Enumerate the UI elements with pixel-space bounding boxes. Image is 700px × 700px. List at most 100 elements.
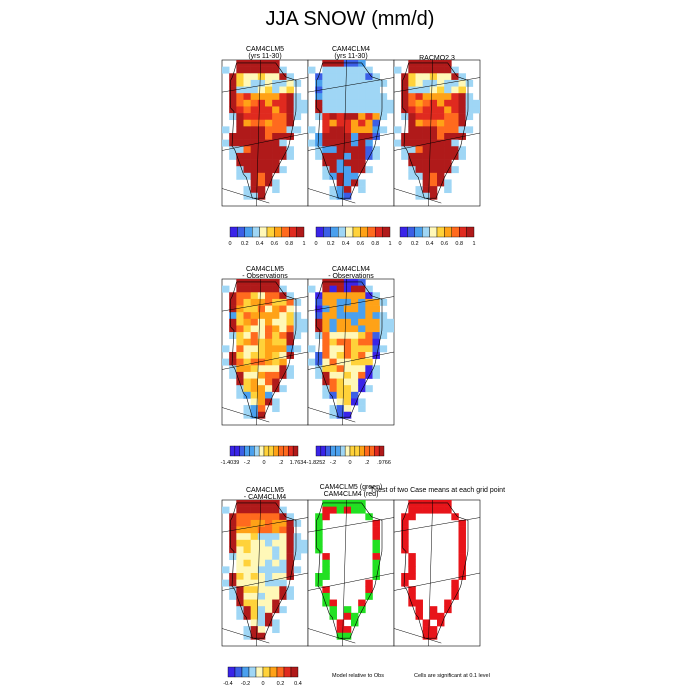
grid-cell	[229, 513, 237, 521]
grid-cell	[358, 86, 366, 94]
grid-cell	[358, 285, 366, 293]
grid-cell	[336, 146, 345, 154]
grid-cell	[265, 606, 273, 614]
grid-cell	[408, 159, 416, 167]
grid-cell	[372, 86, 380, 94]
grid-cell	[293, 113, 302, 121]
map-panel-p8	[393, 499, 481, 647]
grid-cell	[358, 99, 366, 107]
grid-cell	[372, 539, 380, 547]
grid-cell	[365, 99, 373, 107]
grid-cell	[250, 506, 259, 514]
grid-cell	[365, 133, 373, 140]
grid-cell	[236, 391, 244, 399]
colorbar-swatch	[273, 445, 279, 457]
grid-cell	[265, 166, 273, 174]
colorbar-swatch	[241, 666, 250, 678]
grid-cell	[358, 378, 366, 386]
grid-cell	[243, 385, 251, 393]
colorbar-swatch	[320, 445, 326, 457]
grid-cell	[236, 79, 244, 87]
grid-cell	[322, 391, 330, 399]
grid-cell	[343, 133, 352, 140]
grid-cell	[286, 312, 294, 320]
grid-cell	[358, 298, 366, 306]
colorbar-swatch	[399, 226, 408, 238]
parallel-line	[394, 572, 480, 591]
grid-cell	[365, 298, 373, 306]
grid-cell	[343, 179, 352, 187]
grid-cell	[250, 73, 259, 81]
grid-cell	[272, 146, 280, 154]
grid-cell	[243, 345, 251, 353]
grid-cell	[322, 113, 330, 121]
grid-cell	[279, 553, 287, 561]
grid-cell	[322, 312, 330, 320]
grid-cell	[429, 73, 438, 81]
grid-cell	[351, 133, 359, 140]
grid-cell	[351, 179, 359, 187]
grid-cell	[322, 500, 330, 507]
grid-cell	[458, 106, 466, 114]
grid-cell	[351, 79, 359, 87]
grid-cell	[358, 305, 366, 313]
grid-cell	[422, 166, 431, 174]
grid-cell	[372, 93, 380, 101]
grid-cell	[222, 345, 230, 353]
grid-cell	[444, 86, 452, 94]
colorbar-tick-label: 0.8	[371, 241, 379, 247]
grid-cell	[229, 73, 237, 81]
grid-cell	[272, 292, 280, 300]
colorbar-tick-label: -1.8252	[307, 460, 326, 466]
colorbar-swatch	[340, 445, 346, 457]
grid-cell	[358, 166, 366, 174]
grid-cell	[351, 159, 359, 167]
grid-cell	[293, 312, 302, 320]
grid-cell	[365, 66, 373, 74]
grid-cell	[372, 312, 380, 320]
grid-cell	[250, 526, 259, 534]
grid-cell	[351, 385, 359, 393]
grid-cell	[458, 86, 466, 94]
grid-cell	[343, 152, 352, 160]
grid-cell	[250, 298, 259, 306]
grid-cell	[322, 93, 330, 101]
grid-cell	[250, 398, 259, 406]
grid-cell	[265, 338, 273, 346]
grid-cell	[279, 332, 287, 340]
grid-cell	[265, 99, 273, 107]
grid-cell	[236, 612, 244, 620]
grid-cell	[458, 146, 466, 154]
colorbar-swatch	[369, 445, 375, 457]
grid-cell	[243, 365, 251, 373]
grid-cell	[243, 553, 251, 561]
grid-cell	[429, 506, 438, 514]
grid-cell	[257, 305, 266, 313]
grid-cell	[351, 305, 359, 313]
grid-cell	[272, 559, 280, 567]
colorbar-tick-label: .2	[279, 460, 284, 466]
grid-cell	[279, 305, 287, 313]
grid-cells	[308, 60, 394, 206]
grid-cell	[250, 592, 259, 600]
parallel-line	[308, 296, 394, 312]
grid-cell	[465, 126, 474, 134]
colorbar-tick-label: -.2	[244, 460, 250, 466]
colorbar-swatch	[274, 226, 282, 238]
grid-cell	[250, 586, 259, 594]
grid-cell	[358, 119, 366, 127]
grid-cell	[286, 106, 294, 114]
grid-cell	[437, 86, 445, 94]
panel-title-p3: RACMO2.3	[394, 55, 480, 62]
grid-cell	[379, 325, 388, 333]
colorbar-swatch	[378, 445, 385, 457]
grid-cell	[293, 345, 302, 353]
grid-cell	[343, 66, 352, 74]
colorbar-tick-label: 1	[388, 241, 391, 247]
grid-cell	[315, 106, 323, 114]
colorbar-cb3: 0 0.2 0.4 0.6 0.8 1	[398, 226, 476, 247]
panel-title-line2: (yrs 11-30)	[248, 53, 282, 60]
grid-cell	[229, 318, 237, 326]
grid-cell	[408, 73, 416, 81]
grid-cell	[236, 332, 244, 340]
